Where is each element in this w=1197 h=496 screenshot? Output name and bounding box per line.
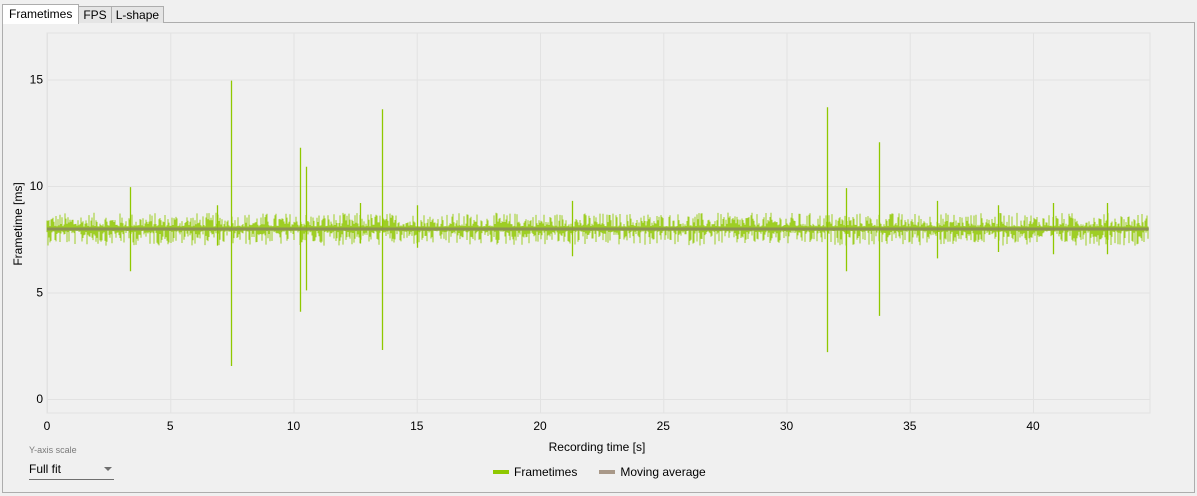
y-axis-scale-label: Y-axis scale [29, 445, 77, 455]
svg-text:40: 40 [1026, 419, 1040, 433]
x-axis-title: Recording time [s] [549, 440, 646, 454]
svg-text:15: 15 [410, 419, 424, 433]
svg-text:5: 5 [36, 286, 43, 300]
tab-fps[interactable]: FPS [78, 6, 112, 23]
svg-text:30: 30 [780, 419, 794, 433]
tab-l-shape[interactable]: L-shape [110, 6, 165, 23]
svg-text:15: 15 [30, 73, 44, 87]
tab-bar: Frametimes FPS L-shape [2, 3, 165, 24]
legend-item-moving-average[interactable]: Moving average [599, 465, 706, 479]
svg-text:0: 0 [44, 419, 51, 433]
legend-label: Moving average [620, 465, 706, 479]
y-axis-scale-dropdown[interactable]: Full fit [29, 459, 114, 480]
chevron-down-icon [104, 467, 112, 471]
svg-text:25: 25 [657, 419, 671, 433]
svg-text:10: 10 [30, 179, 44, 193]
chart-legend: Frametimes Moving average [493, 465, 706, 479]
legend-item-frametimes[interactable]: Frametimes [493, 465, 577, 479]
y-axis-scale-control: Y-axis scale Full fit [29, 445, 114, 480]
svg-text:0: 0 [36, 392, 43, 406]
chart-panel [2, 22, 1195, 493]
svg-text:20: 20 [533, 419, 547, 433]
frametimes-series [46, 80, 1149, 366]
y-axis-scale-value: Full fit [29, 462, 62, 476]
svg-text:10: 10 [287, 419, 301, 433]
y-axis-title: Frametime [ms] [11, 182, 25, 265]
frametimes-swatch-icon [493, 470, 509, 474]
svg-text:5: 5 [167, 419, 174, 433]
svg-text:35: 35 [903, 419, 917, 433]
moving-average-swatch-icon [599, 470, 616, 474]
tab-frametimes[interactable]: Frametimes [2, 4, 80, 24]
legend-label: Frametimes [514, 465, 578, 479]
axis-ticks: 0 5 10 15 20 25 30 35 40 0 5 10 15 [30, 73, 1040, 434]
